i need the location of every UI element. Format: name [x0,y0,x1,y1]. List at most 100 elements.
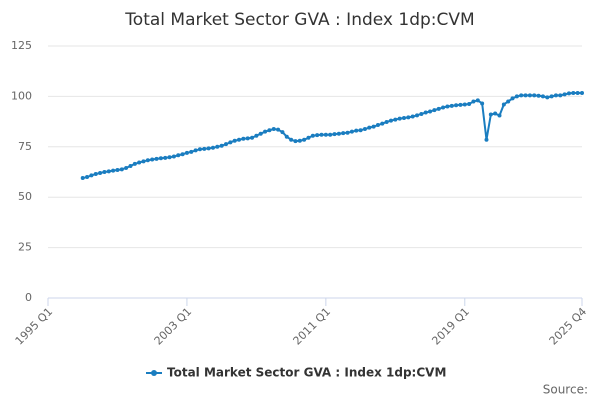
point [254,133,259,138]
x-tick-label: 2019 Q1 [429,305,472,348]
point [215,144,220,149]
point [132,161,137,166]
point [415,113,420,118]
point [284,134,289,139]
point [250,135,255,140]
point [184,150,189,155]
point [306,135,311,140]
point [575,90,580,95]
point [445,104,450,109]
point [432,108,437,113]
point [124,165,129,170]
point [336,131,341,136]
point [237,137,242,142]
point [393,117,398,122]
point [571,90,576,95]
point [293,139,298,144]
point [163,155,168,160]
point [141,159,146,164]
point [89,173,94,178]
point [354,128,359,133]
point [158,156,163,161]
y-tick-label: 125 [11,39,32,52]
point [150,157,155,162]
point [328,132,333,137]
legend-marker [151,370,157,376]
point [167,155,172,160]
point [388,118,393,123]
point [436,106,441,111]
point [85,175,90,180]
point [302,137,307,142]
point [540,94,545,99]
y-tick-label: 0 [25,291,32,304]
point [545,95,550,100]
point [454,103,459,108]
point [493,111,498,116]
point [449,103,454,108]
point [523,93,528,98]
point [128,163,133,168]
point [332,132,337,137]
point [271,127,276,132]
point [193,148,198,153]
point [527,93,532,98]
point [176,153,181,158]
point [397,116,402,121]
source: Source: [543,383,588,397]
point [441,105,446,110]
point [549,94,554,99]
point [232,138,237,143]
point [410,114,415,119]
point [488,112,493,117]
point [362,127,367,132]
point [462,102,467,107]
point [510,96,515,101]
point [532,93,537,98]
x-tick-label: 2011 Q1 [291,305,334,348]
point [471,99,476,104]
x-tick-label: 1995 Q1 [13,305,56,348]
point [98,171,103,176]
point [458,102,463,107]
y-tick-label: 100 [11,89,32,102]
point [258,131,263,136]
point [514,94,519,99]
legend-label: Total Market Sector GVA : Index 1dp:CVM [167,366,446,380]
point [119,167,124,172]
point [566,91,571,96]
point [536,93,541,98]
point [289,137,294,142]
point [358,128,363,133]
point [106,169,111,174]
x-tick-label: 2003 Q1 [152,305,195,348]
point [323,132,328,137]
point [406,115,411,120]
point [219,143,224,148]
point [384,120,389,125]
point [197,147,202,152]
point [402,115,406,120]
point [315,133,320,138]
point [206,146,211,151]
point [475,98,480,103]
point [228,140,233,145]
point [423,110,428,115]
point [80,176,85,181]
point [467,102,472,107]
point [171,154,176,159]
point [553,93,558,98]
point [375,123,380,128]
point [189,149,194,154]
point [480,101,485,106]
point [154,156,159,161]
point [319,132,324,137]
point [428,109,433,114]
point [297,138,302,143]
point [245,136,250,141]
point [180,152,185,157]
point [419,111,424,116]
series-line [82,91,582,180]
y-tick-label: 25 [18,241,32,254]
